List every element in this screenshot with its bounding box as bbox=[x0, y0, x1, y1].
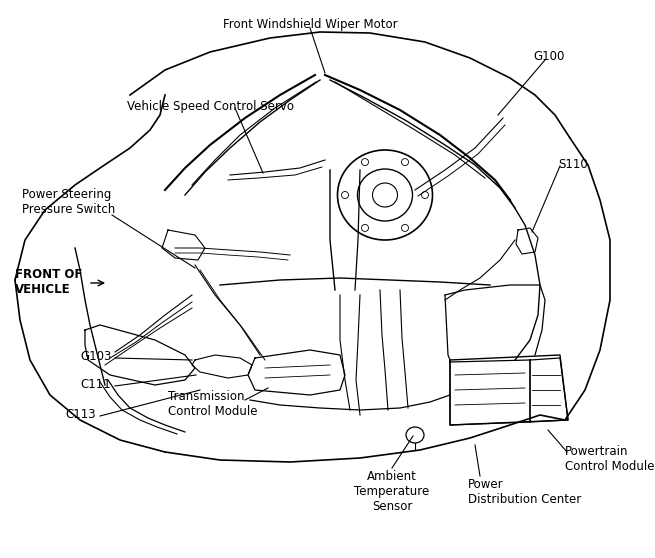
Text: C113: C113 bbox=[65, 408, 96, 421]
Text: FRONT OF
VEHICLE: FRONT OF VEHICLE bbox=[15, 268, 83, 296]
Text: Transmission
Control Module: Transmission Control Module bbox=[168, 390, 257, 418]
Text: Powertrain
Control Module: Powertrain Control Module bbox=[565, 445, 654, 473]
Text: C111: C111 bbox=[80, 378, 111, 391]
Text: Power Steering
Pressure Switch: Power Steering Pressure Switch bbox=[22, 188, 115, 216]
Text: Ambient
Temperature
Sensor: Ambient Temperature Sensor bbox=[354, 470, 430, 513]
Text: Power
Distribution Center: Power Distribution Center bbox=[468, 478, 581, 506]
Text: Front Windshield Wiper Motor: Front Windshield Wiper Motor bbox=[223, 18, 398, 31]
Text: Vehicle Speed Control Servo: Vehicle Speed Control Servo bbox=[127, 100, 294, 113]
Text: S110: S110 bbox=[558, 158, 588, 171]
Text: G100: G100 bbox=[533, 50, 565, 63]
Text: G103: G103 bbox=[80, 350, 111, 363]
